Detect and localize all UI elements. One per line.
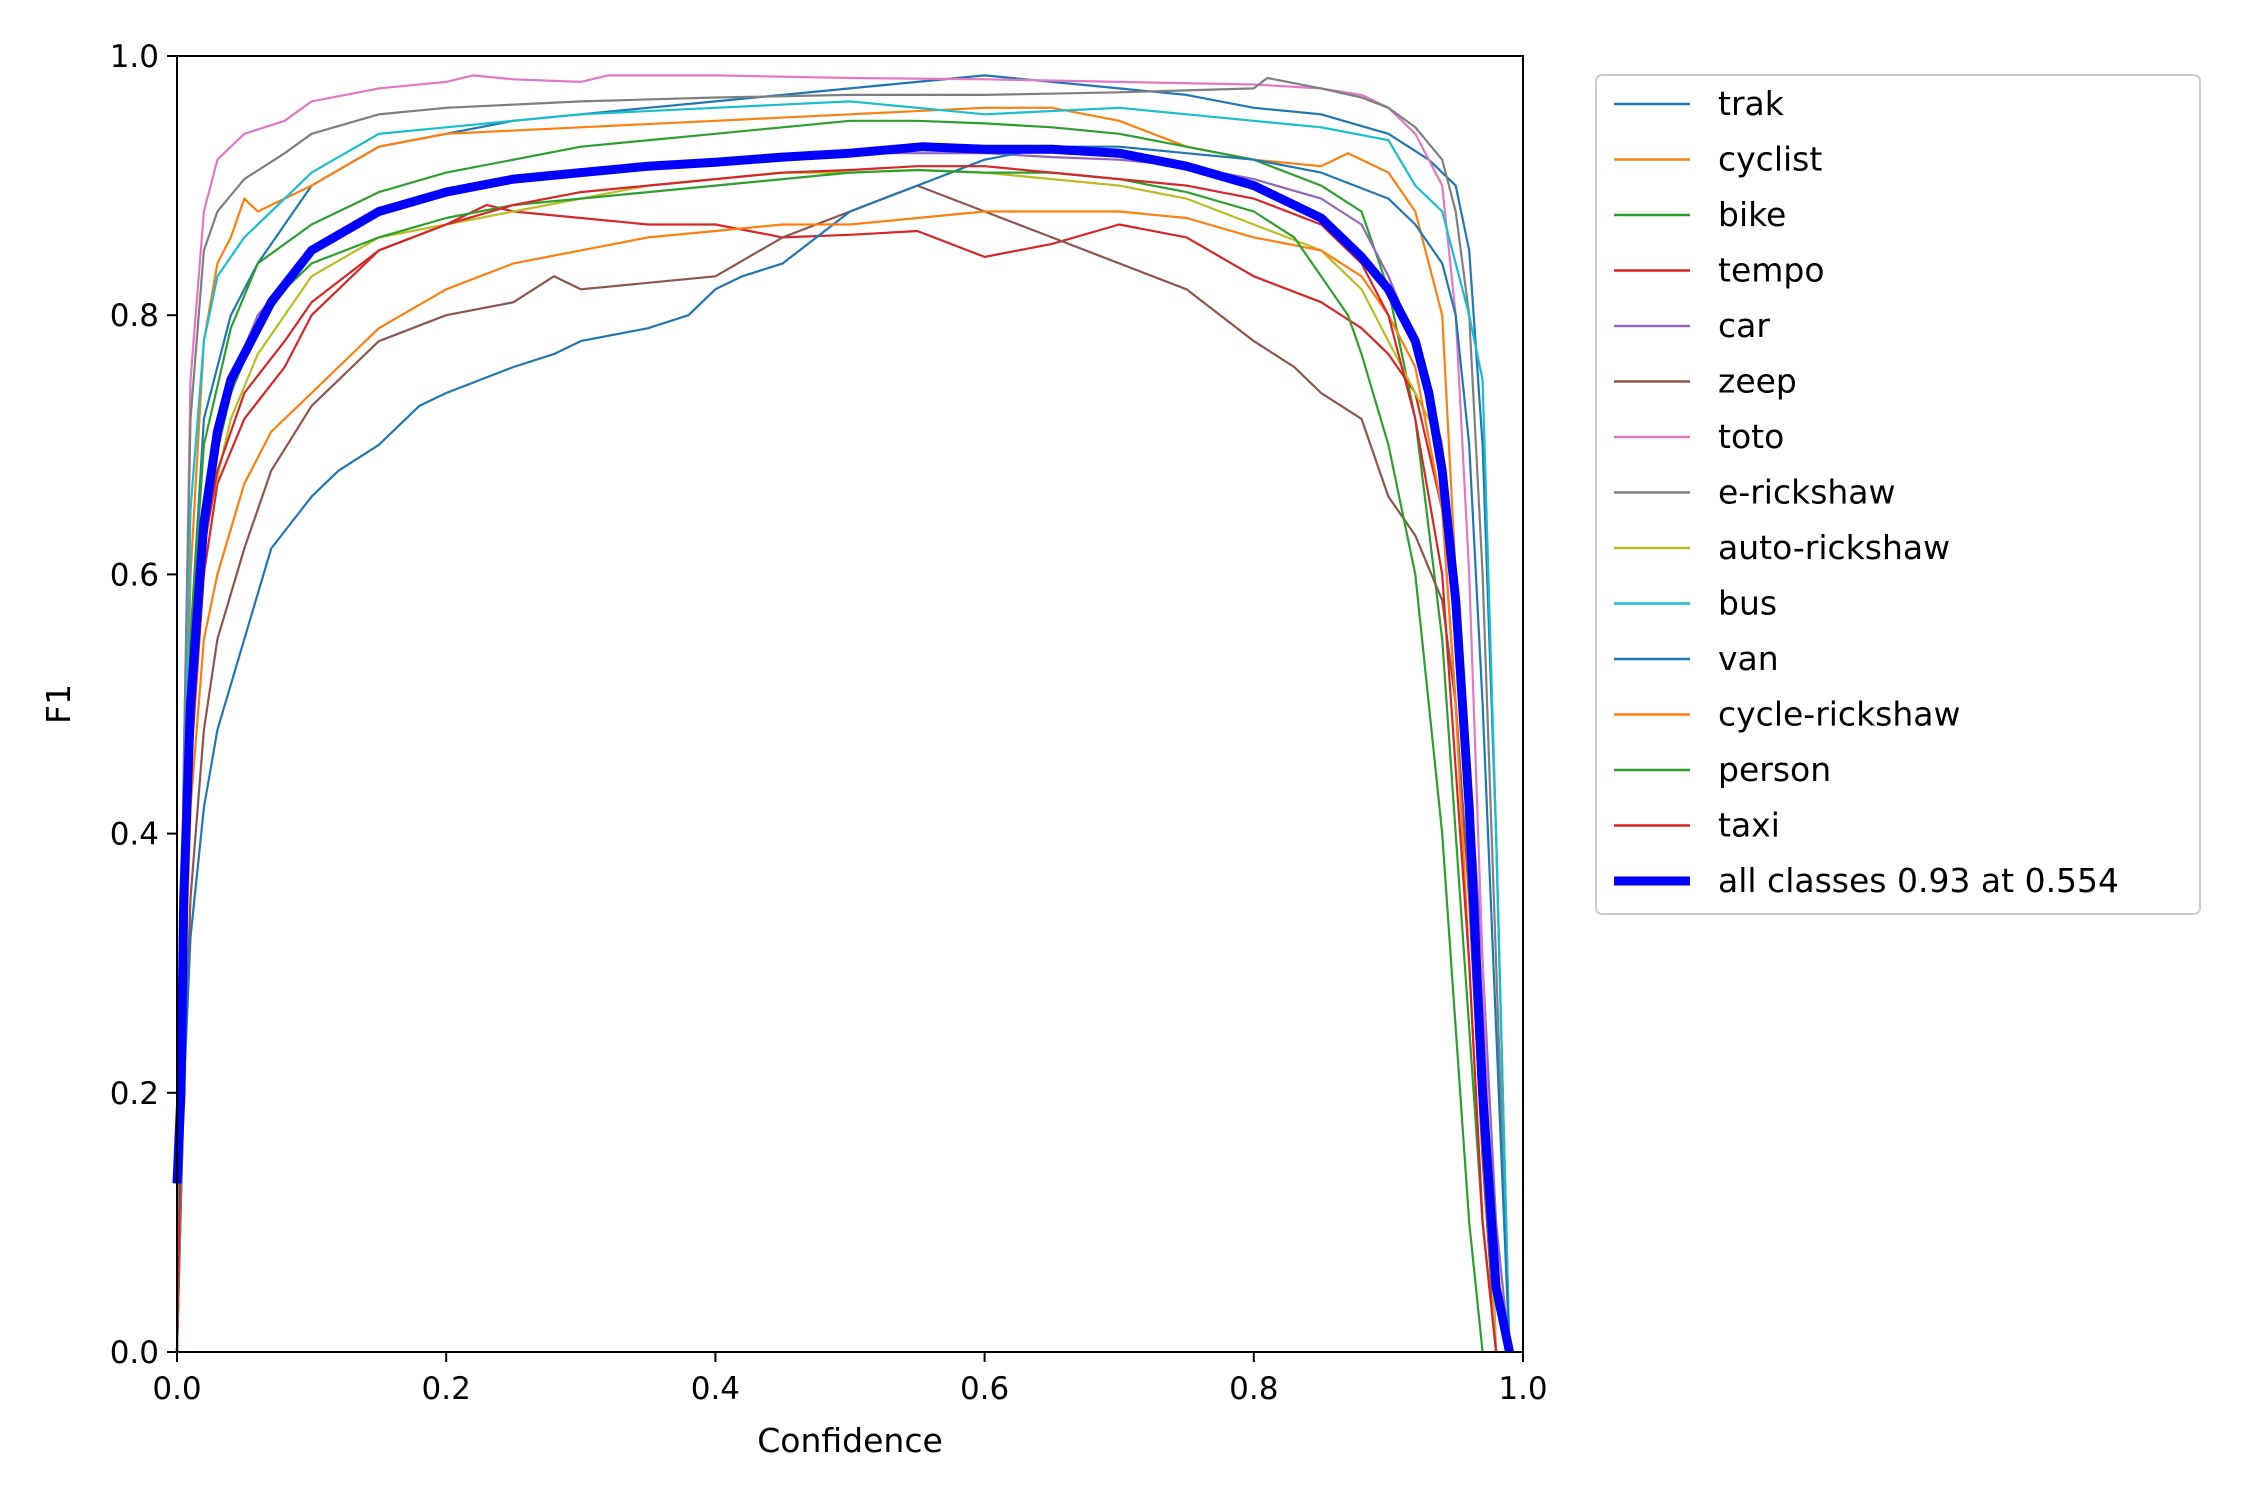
legend-label: cycle-rickshaw: [1718, 695, 1961, 734]
series-line-toto: [175, 74, 1498, 1353]
y-tick-label: 0.4: [110, 817, 159, 853]
legend-label: all classes 0.93 at 0.554: [1718, 861, 2119, 900]
x-tick-label: 1.0: [1498, 1371, 1547, 1407]
x-axis-label: Confidence: [757, 1421, 943, 1460]
y-tick-label: 0.0: [110, 1335, 159, 1371]
series-lines: [172, 74, 1514, 1353]
y-tick-label: 0.2: [110, 1076, 159, 1112]
series-line-bike: [175, 119, 1498, 1353]
plot-frame: [176, 55, 1524, 1353]
x-tick-label: 0.0: [152, 1371, 201, 1407]
legend-box: [1595, 74, 2201, 915]
series-line-van: [175, 145, 1511, 1353]
y-tick-label: 0.6: [110, 557, 159, 593]
legend-label: cyclist: [1718, 140, 1822, 179]
x-tick-label: 0.8: [1229, 1371, 1278, 1407]
x-axis-ticks: 0.0 0.2 0.4 0.6 0.8 1.0: [152, 1352, 1548, 1407]
series-line-cycle-rickshaw: [175, 210, 1498, 1353]
y-axis-ticks: 0.0 0.2 0.4 0.6 0.8 1.0: [110, 39, 177, 1371]
x-tick-label: 0.4: [691, 1371, 740, 1407]
legend-label: tempo: [1718, 251, 1825, 290]
y-tick-label: 1.0: [110, 39, 159, 75]
legend: trak cyclist bike tempo car zeep toto e-ricksha…: [1595, 74, 2201, 915]
legend-label: bus: [1718, 584, 1777, 623]
legend-label: person: [1718, 750, 1831, 789]
legend-label: e-rickshaw: [1718, 473, 1896, 512]
legend-label: bike: [1718, 195, 1786, 234]
legend-label: zeep: [1718, 362, 1797, 401]
legend-label: van: [1718, 639, 1779, 678]
legend-label: trak: [1718, 84, 1785, 123]
legend-label: taxi: [1718, 806, 1780, 845]
series-line-taxi: [175, 165, 1498, 1353]
legend-label: auto-rickshaw: [1718, 528, 1950, 567]
y-tick-label: 0.8: [110, 298, 159, 334]
y-axis-label: F1: [39, 684, 78, 724]
series-line-bus: [175, 100, 1511, 1353]
x-tick-label: 0.2: [422, 1371, 471, 1407]
legend-label: toto: [1718, 417, 1784, 456]
series-line-all-classes-0-93-at-0-554: [172, 142, 1514, 1353]
legend-label: car: [1718, 306, 1770, 345]
series-line-e-rickshaw: [175, 76, 1511, 1353]
x-tick-label: 0.6: [960, 1371, 1009, 1407]
series-line-cyclist: [175, 106, 1498, 1353]
